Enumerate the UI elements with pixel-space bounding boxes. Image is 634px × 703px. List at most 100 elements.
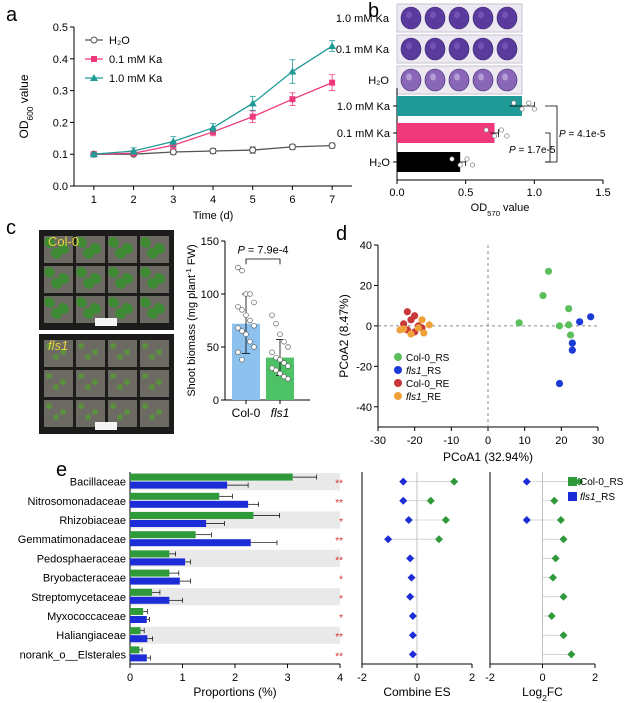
d-legend-label: Col-0_RE [406,379,450,390]
d-point [539,291,547,300]
e-category-label: Rhizobiaceae [59,515,126,527]
d-x-tick-label: 10 [519,435,531,447]
e-legend-swatch [568,477,577,486]
c-data-point [235,303,241,310]
e-es-point [426,496,435,505]
d-point [425,321,433,329]
c-plant [45,298,55,308]
b-category-label: H₂O [369,157,390,169]
e-es-x-axis-label: Combine ES [383,685,450,699]
e-es-point [404,516,413,524]
b-plate-well-highlight [406,42,412,50]
e-fc-x-axis-label: Log2FC [522,685,563,703]
a-y-axis-label: OD600 value [17,74,35,138]
b-plate-well-highlight [430,73,436,81]
d-point [566,331,575,339]
c-plant [84,309,94,319]
c-plant [46,373,52,379]
c-plant [59,274,69,284]
e-fc-point [522,516,531,524]
e-bar [130,577,180,585]
c-tag [95,318,117,326]
a-point [289,96,296,103]
c-plant [84,279,94,289]
c-plant [53,354,59,360]
e-significance: ** [335,498,343,509]
d-point [555,322,564,330]
e-bar [130,654,147,662]
d-y-tick-label: 40 [360,240,372,252]
c-plant [85,384,91,390]
c-plant [141,268,151,278]
c-data-point [239,307,245,313]
panel-label-c: c [6,217,16,239]
d-point [576,318,584,326]
e-bar [130,588,153,596]
b-category-label: 0.1 mM Ka [337,128,391,140]
e-fc-point [547,612,556,620]
a-point [249,113,256,120]
d-point [420,329,428,337]
e-category-label: Myxococcaceae [47,611,126,623]
e-significance: * [339,575,343,586]
c-data-point [277,370,283,377]
b-data-point [483,127,489,133]
c-plant [149,354,155,360]
a-point [328,142,336,150]
b-plate-well-highlight [406,11,412,19]
c-plant [109,298,119,308]
c-plant [91,304,101,314]
c-data-point [251,323,257,329]
c-plant [92,349,98,355]
b-plate-well-highlight [430,11,436,19]
b-data-point [449,156,455,162]
c-plant [156,379,162,385]
b-plate-well [400,68,422,92]
c-plant [148,249,158,259]
a-point [209,147,217,155]
b-data-point [464,156,470,162]
c-plant [155,244,165,254]
e-bar [130,539,251,547]
c-tag [95,422,117,430]
c-plant [45,238,55,248]
c-data-point [269,349,275,356]
d-y-tick-label: 0 [366,321,372,333]
e-x-tick-label: 3 [284,672,290,684]
c-data-point [285,376,291,382]
e-es-point [406,554,415,563]
b-plate-well-highlight [454,11,460,19]
d-legend-label: fls1_RS [406,366,441,377]
chart-b: 1.0 mM Ka 0.1 mM Ka H₂O 1.0 mM Ka 0.1 mM Ka H… [336,3,611,218]
d-point [396,326,404,334]
a-legend-marker [90,36,98,44]
e-fc-x-tick-label: 0 [539,672,545,684]
c-plant [60,349,66,355]
a-point [329,79,336,86]
c-plant [110,403,116,409]
b-plate-well-highlight [502,11,508,19]
d-point [568,339,576,347]
e-es-point [435,535,443,544]
e-bar [130,520,207,527]
e-category-label: norank_o__Elsterales [20,649,127,661]
d-point [544,267,553,275]
c-photo-label: Col-0 [48,234,79,249]
b-plate-well [472,68,494,92]
b-bar [397,96,522,116]
a-x-tick-label: 4 [210,194,216,206]
c-plant [52,279,62,289]
c-plant [78,373,84,379]
b-pvalue-outer: P = 4.1e-5 [559,129,606,140]
e-legend-label: fls1_RS [580,492,615,503]
d-x-tick-label: 20 [555,435,567,447]
c-plant [149,384,155,390]
b-bar [397,152,461,172]
c-plant [85,414,91,420]
e-es-point [441,516,450,524]
a-legend-marker [90,74,98,81]
c-plant [110,373,116,379]
c-plant [84,249,94,259]
c-data-point [239,267,245,274]
